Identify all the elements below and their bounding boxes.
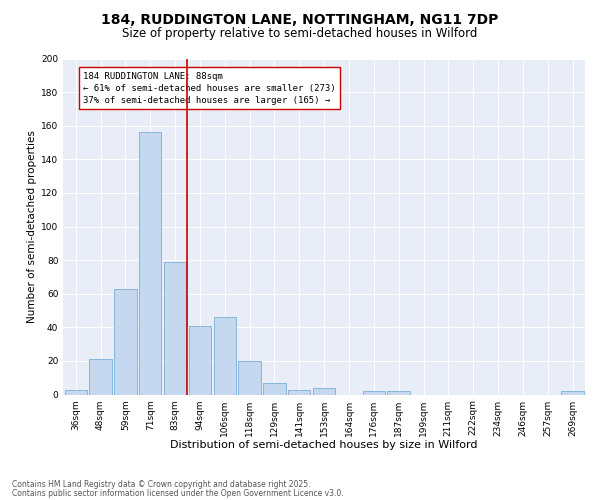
Text: 184, RUDDINGTON LANE, NOTTINGHAM, NG11 7DP: 184, RUDDINGTON LANE, NOTTINGHAM, NG11 7… (101, 12, 499, 26)
Y-axis label: Number of semi-detached properties: Number of semi-detached properties (27, 130, 37, 323)
Bar (313, 388, 335, 394)
Text: Contains public sector information licensed under the Open Government Licence v3: Contains public sector information licen… (12, 488, 344, 498)
Bar (562, 391, 584, 394)
Bar (388, 391, 410, 394)
Bar (65, 390, 87, 394)
Text: 184 RUDDINGTON LANE: 88sqm
← 61% of semi-detached houses are smaller (273)
37% o: 184 RUDDINGTON LANE: 88sqm ← 61% of semi… (83, 72, 336, 104)
Bar (362, 391, 385, 394)
Bar (114, 288, 137, 395)
Bar (89, 360, 112, 394)
X-axis label: Distribution of semi-detached houses by size in Wilford: Distribution of semi-detached houses by … (170, 440, 478, 450)
Bar (263, 383, 286, 394)
Text: Size of property relative to semi-detached houses in Wilford: Size of property relative to semi-detach… (122, 28, 478, 40)
Bar (189, 326, 211, 394)
Bar (214, 318, 236, 394)
Bar (288, 390, 310, 394)
Bar (139, 132, 161, 394)
Bar (164, 262, 186, 394)
Text: Contains HM Land Registry data © Crown copyright and database right 2025.: Contains HM Land Registry data © Crown c… (12, 480, 311, 489)
Bar (238, 361, 261, 394)
